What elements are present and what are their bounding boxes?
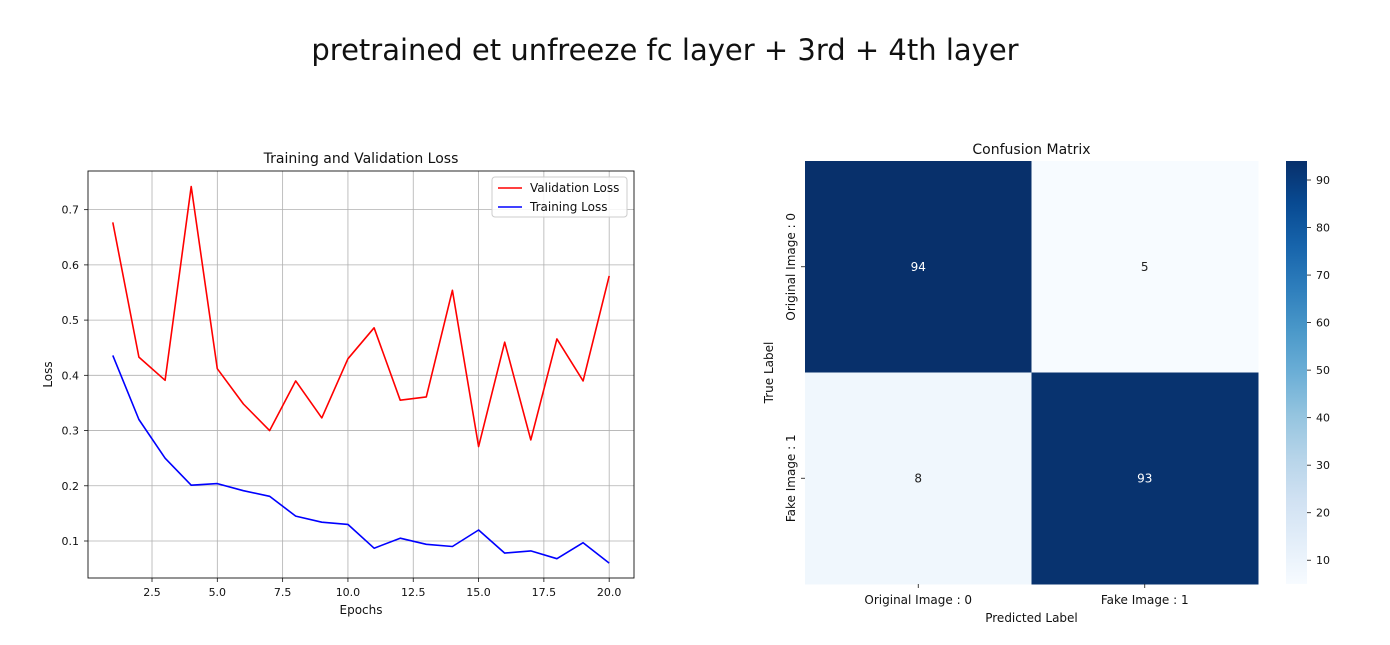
y-tick-label: 0.3 [62, 425, 80, 438]
y-tick-label: 0.5 [62, 314, 80, 327]
heatmap-cell-value: 94 [911, 260, 926, 274]
x-axis-label: Epochs [340, 603, 383, 617]
x-tick-label: 5.0 [209, 586, 227, 599]
cm-title: Confusion Matrix [972, 142, 1090, 158]
y-tick-label: 0.2 [62, 480, 80, 493]
colorbar-tick-label: 90 [1316, 174, 1330, 187]
y-axis-label: Loss [41, 361, 55, 387]
x-tick-label: 7.5 [274, 586, 292, 599]
colorbar-tick-label: 40 [1316, 412, 1330, 425]
heatmap-cell-value: 5 [1141, 260, 1149, 274]
heatmap-cell [805, 161, 1032, 373]
series-line-training-loss [112, 355, 610, 564]
y-tick-label: Fake Image : 1 [784, 434, 798, 522]
x-tick-label: Original Image : 0 [864, 593, 972, 607]
y-tick-label: Original Image : 0 [784, 213, 798, 321]
y-tick-label: 0.4 [62, 369, 80, 382]
colorbar-tick-label: 60 [1316, 317, 1330, 330]
plot-frame [87, 170, 635, 579]
x-tick-label: 17.5 [532, 586, 557, 599]
heatmap-cell [1031, 372, 1259, 585]
colorbar-tick-label: 80 [1316, 222, 1330, 235]
heatmap-cell-value: 8 [914, 471, 922, 485]
x-tick-label: 10.0 [336, 586, 361, 599]
x-tick-label: 12.5 [401, 586, 426, 599]
colorbar-tick-label: 30 [1316, 459, 1330, 472]
y-tick-label: 0.1 [62, 535, 80, 548]
y-axis-label: True Label [762, 342, 776, 405]
x-axis-label: Predicted Label [985, 611, 1078, 625]
series-line-validation-loss [112, 185, 610, 448]
colorbar-tick-label: 50 [1316, 364, 1330, 377]
page-title: pretrained et unfreeze fc layer + 3rd + … [311, 33, 1019, 67]
x-tick-label: 15.0 [466, 586, 491, 599]
loss-chart-title: Training and Validation Loss [263, 151, 459, 167]
legend-label: Training Loss [529, 200, 607, 214]
x-tick-label: Fake Image : 1 [1101, 593, 1189, 607]
heatmap-cell [805, 372, 1032, 585]
legend-box [491, 176, 628, 218]
heatmap-cell-value: 93 [1137, 471, 1152, 485]
y-tick-label: 0.7 [62, 204, 80, 217]
heatmap-cell [1031, 161, 1259, 373]
colorbar [1286, 161, 1307, 584]
colorbar-tick-label: 10 [1316, 554, 1330, 567]
y-tick-label: 0.6 [62, 259, 80, 272]
x-tick-label: 20.0 [597, 586, 622, 599]
x-tick-label: 2.5 [143, 586, 161, 599]
legend-label: Validation Loss [530, 181, 619, 195]
colorbar-tick-label: 20 [1316, 507, 1330, 520]
colorbar-tick-label: 70 [1316, 269, 1330, 282]
